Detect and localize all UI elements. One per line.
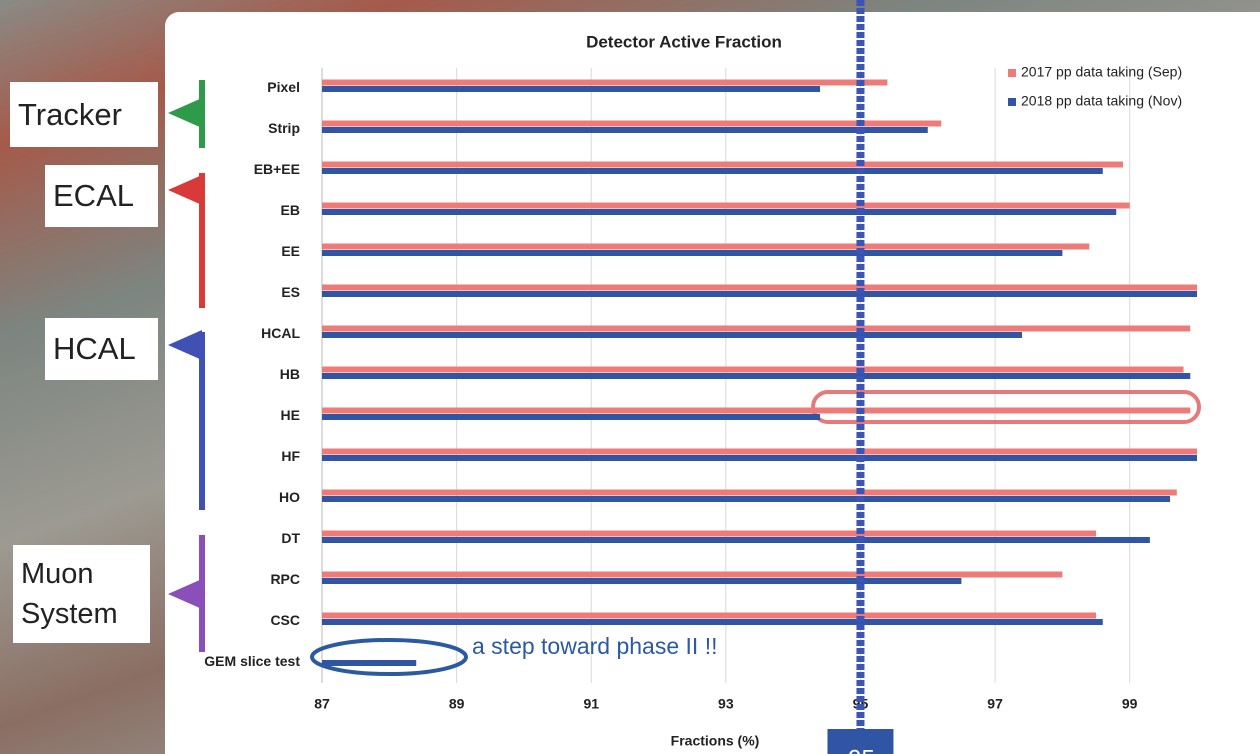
bar: [322, 86, 820, 92]
bar: [322, 80, 887, 86]
y-tick-label: RPC: [270, 571, 300, 587]
y-tick-label: HO: [279, 489, 300, 505]
legend-swatch: [1008, 69, 1016, 77]
y-tick-label: Strip: [268, 120, 300, 136]
legend-label: 2017 pp data taking (Sep): [1021, 64, 1182, 80]
x-axis-title: Fractions (%): [671, 733, 760, 749]
group-label: HCAL: [45, 318, 158, 380]
x-tick-label: 91: [583, 696, 599, 712]
y-tick-label: HE: [281, 407, 300, 423]
group-label: Tracker: [10, 82, 158, 147]
bar: [322, 250, 1062, 256]
group-label: Muon System: [13, 545, 150, 643]
bar: [322, 332, 1022, 338]
bar: [322, 244, 1089, 250]
y-tick-label: Pixel: [267, 79, 300, 95]
bar: [322, 414, 820, 420]
x-tick-label: 99: [1122, 696, 1138, 712]
bar: [322, 326, 1190, 332]
bar: [322, 203, 1130, 209]
bar: [322, 168, 1103, 174]
x-tick-label: 87: [314, 696, 330, 712]
bar: [322, 121, 941, 127]
bar: [322, 455, 1197, 461]
legend-label: 2018 pp data taking (Nov): [1021, 93, 1182, 109]
y-tick-label: GEM slice test: [204, 653, 300, 669]
bar: [322, 291, 1197, 297]
bar: [322, 660, 416, 666]
bar: [322, 619, 1103, 625]
group-label: ECAL: [45, 165, 158, 227]
y-tick-label: HCAL: [261, 325, 300, 341]
x-tick-label: 89: [449, 696, 465, 712]
bar: [322, 408, 1190, 414]
bar: [322, 613, 1096, 619]
bar: [322, 531, 1096, 537]
bar: [322, 373, 1190, 379]
x-tick-label: 97: [987, 696, 1003, 712]
bar: [322, 127, 928, 133]
y-tick-label: CSC: [270, 612, 300, 628]
y-tick-label: EB+EE: [254, 161, 300, 177]
chart: Detector Active Fraction Fractions (%) a…: [0, 0, 1260, 754]
bar: [322, 449, 1197, 455]
bar: [322, 285, 1197, 291]
y-tick-label: HF: [281, 448, 300, 464]
bar: [322, 367, 1184, 373]
bar: [322, 209, 1116, 215]
bar: [322, 162, 1123, 168]
bar: [322, 572, 1062, 578]
y-tick-label: ES: [281, 284, 300, 300]
y-tick-label: EE: [281, 243, 300, 259]
x-tick-label: 93: [718, 696, 734, 712]
bar: [322, 578, 961, 584]
bar: [322, 490, 1177, 496]
bar: [322, 537, 1150, 543]
y-tick-label: EB: [281, 202, 300, 218]
y-tick-label: DT: [281, 530, 300, 546]
annotation: a step toward phase II !!: [472, 633, 717, 659]
highlight-label: 95: [848, 745, 875, 754]
page: Detector Active Fraction Fractions (%) a…: [0, 0, 1260, 754]
chart-title: Detector Active Fraction: [586, 32, 782, 51]
legend-swatch: [1008, 98, 1016, 106]
y-tick-label: HB: [280, 366, 300, 382]
bar: [322, 496, 1170, 502]
